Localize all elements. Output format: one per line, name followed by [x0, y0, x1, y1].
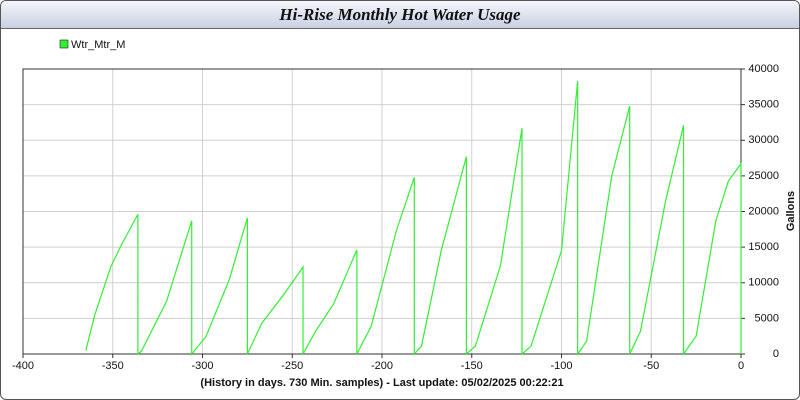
x-tick-label: -50: [643, 360, 659, 372]
x-tick-label: -150: [461, 360, 483, 372]
caption: (History in days. 730 Min. samples) - La…: [200, 377, 563, 389]
y-tick-label: 5000: [755, 312, 779, 324]
legend-swatch: [59, 39, 69, 49]
chart-title: Hi-Rise Monthly Hot Water Usage: [1, 1, 799, 29]
y-tick-label: 15000: [748, 241, 779, 253]
y-tick-label: 35000: [748, 99, 779, 111]
y-tick-label: 40000: [748, 63, 779, 75]
data-line: [85, 81, 742, 356]
y-tick-label: 0: [773, 348, 779, 360]
x-tick-label: -100: [550, 360, 572, 372]
y-axis-label: Gallons: [785, 191, 797, 231]
x-tick-label: -400: [12, 360, 34, 372]
y-tick-label: 10000: [748, 277, 779, 289]
y-tick-label: 20000: [748, 205, 779, 217]
x-tick-label: -250: [281, 360, 303, 372]
x-tick-label: -350: [102, 360, 124, 372]
y-tick-label: 30000: [748, 134, 779, 146]
x-tick-label: -200: [371, 360, 393, 372]
x-tick-label: -300: [191, 360, 213, 372]
y-tick-label: 25000: [748, 170, 779, 182]
x-tick-label: 0: [738, 360, 744, 372]
legend-label: Wtr_Mtr_M: [71, 39, 125, 51]
